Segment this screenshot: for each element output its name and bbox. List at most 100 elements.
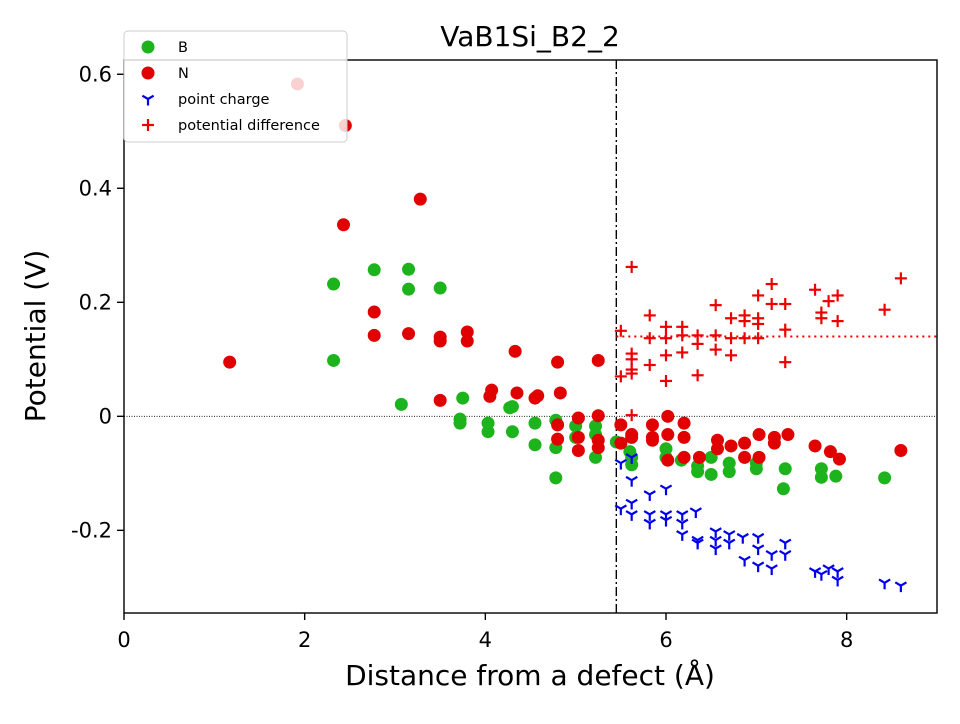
data-point-n bbox=[433, 393, 447, 407]
data-point-potential-difference bbox=[878, 303, 891, 316]
tri-marker-stroke bbox=[709, 544, 717, 550]
tri-marker-stroke bbox=[894, 581, 902, 587]
tri-marker-stroke bbox=[614, 504, 622, 510]
data-point-point-charge bbox=[751, 561, 765, 573]
tri-marker-stroke bbox=[779, 538, 786, 544]
tri-marker-stroke bbox=[676, 530, 683, 536]
data-point-b bbox=[528, 438, 542, 452]
tri-marker-stroke bbox=[765, 564, 773, 570]
data-point-potential-difference bbox=[725, 312, 738, 325]
data-point-point-charge bbox=[709, 544, 722, 556]
data-point-n bbox=[614, 418, 628, 432]
legend-marker-n bbox=[141, 66, 155, 80]
data-point-n bbox=[738, 450, 752, 464]
data-point-b bbox=[433, 281, 447, 295]
data-point-potential-difference bbox=[643, 309, 656, 322]
tri-marker-stroke bbox=[625, 498, 633, 504]
tri-marker-stroke bbox=[631, 498, 638, 504]
data-point-b bbox=[505, 400, 519, 414]
data-point-potential-difference bbox=[725, 349, 738, 362]
data-point-point-charge bbox=[614, 504, 627, 516]
data-point-b bbox=[402, 282, 416, 296]
y-tick-label: 0 bbox=[99, 404, 112, 428]
data-point-b bbox=[814, 470, 828, 484]
tri-marker-stroke bbox=[659, 515, 667, 522]
data-point-b bbox=[778, 462, 792, 476]
data-point-n bbox=[591, 441, 605, 455]
data-point-n bbox=[485, 383, 499, 397]
data-point-b bbox=[722, 465, 736, 479]
data-point-n bbox=[677, 416, 691, 430]
tri-marker-stroke bbox=[784, 538, 792, 544]
tri-marker-stroke bbox=[884, 578, 891, 584]
data-point-b bbox=[625, 458, 639, 472]
data-point-n bbox=[508, 344, 522, 358]
data-point-potential-difference bbox=[625, 409, 638, 422]
data-point-b bbox=[402, 262, 416, 276]
data-point-potential-difference bbox=[709, 343, 722, 356]
data-point-b bbox=[367, 263, 381, 277]
data-point-point-charge bbox=[689, 507, 702, 519]
tri-marker-stroke bbox=[742, 532, 749, 539]
data-point-b bbox=[327, 353, 341, 367]
tri-marker-stroke bbox=[751, 544, 759, 550]
tri-marker-stroke bbox=[614, 458, 622, 465]
data-point-potential-difference bbox=[831, 289, 844, 302]
plot-content bbox=[124, 60, 937, 613]
data-point-n bbox=[645, 418, 659, 432]
tri-marker-stroke bbox=[625, 453, 633, 459]
tri-marker-stroke bbox=[659, 484, 667, 490]
tri-marker-stroke bbox=[649, 490, 656, 496]
data-point-point-charge bbox=[676, 530, 689, 541]
tri-marker-stroke bbox=[815, 569, 822, 576]
data-point-potential-difference bbox=[752, 317, 765, 330]
data-point-potential-difference bbox=[691, 337, 704, 350]
tri-marker-stroke bbox=[757, 561, 765, 567]
y-tick-label: -0.2 bbox=[71, 518, 112, 542]
tri-marker-stroke bbox=[625, 510, 633, 516]
data-point-potential-difference bbox=[831, 315, 844, 328]
tri-marker-stroke bbox=[681, 530, 689, 536]
data-point-n bbox=[752, 450, 766, 464]
data-point-potential-difference bbox=[779, 356, 792, 369]
series-n bbox=[223, 77, 908, 467]
data-point-b bbox=[549, 471, 563, 485]
tri-marker-stroke bbox=[757, 532, 765, 539]
data-point-n bbox=[614, 436, 628, 450]
y-tick-label: 0.2 bbox=[79, 290, 112, 314]
legend-marker-point-charge bbox=[141, 94, 155, 106]
data-point-n bbox=[367, 305, 381, 319]
series-potential-difference bbox=[614, 260, 907, 422]
tri-marker-stroke bbox=[715, 527, 722, 533]
tri-marker-stroke bbox=[828, 564, 835, 570]
data-point-n bbox=[553, 386, 567, 400]
tri-marker-stroke bbox=[715, 535, 722, 541]
tri-marker-stroke bbox=[659, 510, 667, 516]
data-point-n bbox=[661, 409, 675, 423]
data-point-point-charge bbox=[625, 498, 638, 510]
data-point-point-charge bbox=[751, 544, 765, 556]
data-point-potential-difference bbox=[625, 367, 638, 380]
data-point-point-charge bbox=[779, 550, 792, 561]
data-point-n bbox=[677, 430, 691, 444]
data-point-potential-difference bbox=[614, 370, 627, 383]
data-point-n bbox=[724, 439, 738, 453]
tri-marker-stroke bbox=[631, 475, 638, 482]
data-point-n bbox=[832, 452, 846, 466]
data-point-b bbox=[704, 467, 718, 481]
legend-label-b: B bbox=[178, 40, 188, 56]
data-point-n bbox=[625, 430, 639, 444]
tri-marker-stroke bbox=[837, 575, 844, 581]
tri-marker-stroke bbox=[643, 518, 651, 524]
data-point-potential-difference bbox=[691, 369, 704, 382]
data-point-point-charge bbox=[659, 484, 673, 496]
data-point-n bbox=[738, 436, 752, 450]
data-point-point-charge bbox=[822, 564, 835, 576]
tri-marker-stroke bbox=[900, 581, 908, 587]
data-point-point-charge bbox=[625, 453, 638, 464]
data-point-b bbox=[505, 425, 519, 439]
data-point-b bbox=[776, 482, 790, 496]
tri-marker-stroke bbox=[691, 535, 699, 541]
tri-marker-stroke bbox=[820, 569, 828, 576]
